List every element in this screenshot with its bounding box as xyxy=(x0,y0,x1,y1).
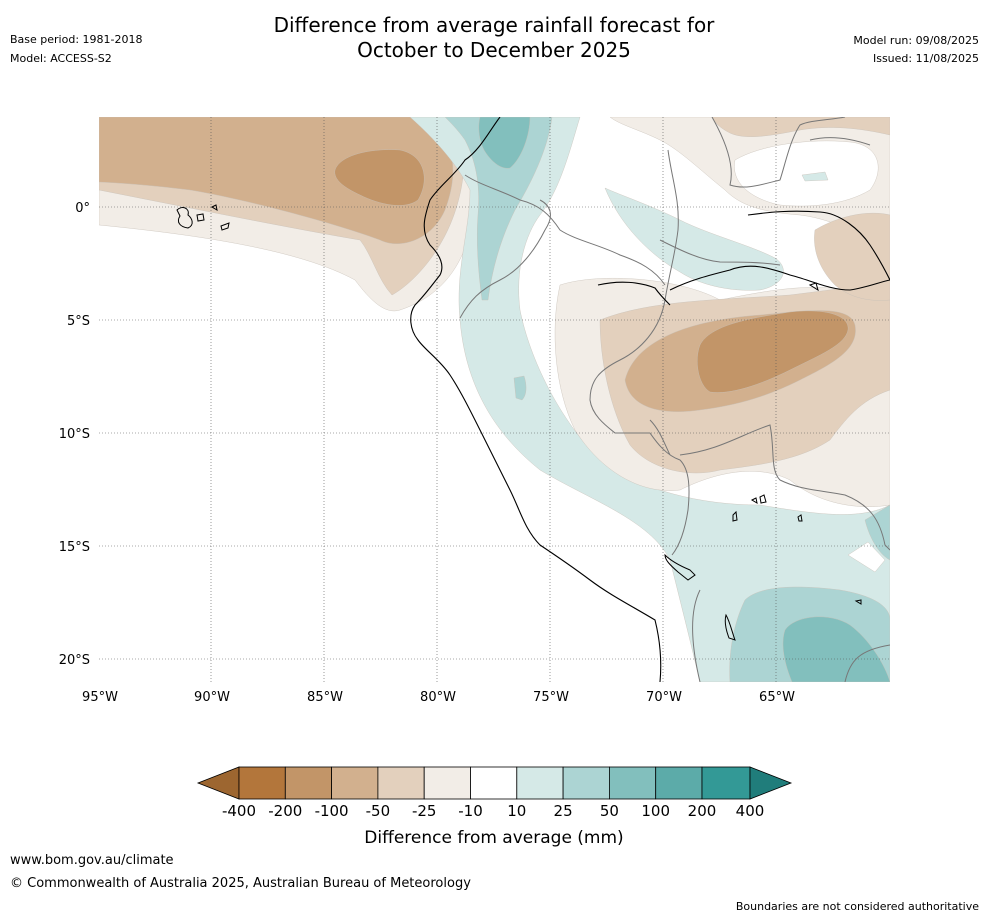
dry-contour-m25-east xyxy=(814,212,890,301)
dry-contour-m50-north xyxy=(99,117,454,244)
wet-blob-ne xyxy=(801,171,829,182)
lat-label: 10°S xyxy=(59,427,90,442)
base-period-label: Base period: 1981-2018 xyxy=(10,33,143,46)
lon-label: 75°W xyxy=(533,690,569,705)
lat-label: 20°S xyxy=(59,653,90,668)
dry-contour-m25-ne xyxy=(711,117,890,137)
white-hole-south xyxy=(847,541,886,573)
colorbar-extend-high xyxy=(749,766,793,800)
longitude-labels: 95°W 90°W 85°W 80°W 75°W 70°W 65°W xyxy=(82,690,795,705)
dry-contour-m100-amazon xyxy=(697,310,849,393)
white-hole-ne xyxy=(734,140,879,207)
lon-label: 65°W xyxy=(759,690,795,705)
colorbar-label: 200 xyxy=(688,802,717,820)
lon-label: 95°W xyxy=(82,690,118,705)
colorbar-swatch xyxy=(701,766,751,800)
lon-label: 70°W xyxy=(646,690,682,705)
lat-label: 5°S xyxy=(67,314,90,329)
colorbar-labels: -400 -200 -100 -50 -25 -10 10 25 50 100 … xyxy=(222,802,764,820)
latitude-labels: 0° 5°S 10°S 15°S 20°S xyxy=(59,201,90,668)
model-run-label: Model run: 09/08/2025 xyxy=(853,34,979,47)
colorbar-label: 50 xyxy=(600,802,619,820)
map-title-line1: Difference from average rainfall forecas… xyxy=(273,13,715,37)
disclaimer-label: Boundaries are not considered authoritat… xyxy=(735,900,979,913)
colorbar-swatch xyxy=(470,766,518,800)
wet-contour-10-north-brazil xyxy=(604,187,784,291)
wet-blob-peru xyxy=(513,375,527,401)
lon-label: 85°W xyxy=(307,690,343,705)
colorbar-swatch xyxy=(609,766,657,800)
colorbar-swatch xyxy=(284,766,332,800)
colorbar-label: 400 xyxy=(736,802,765,820)
colorbar-label: -25 xyxy=(412,802,437,820)
wet-contour-10-andes xyxy=(409,117,890,682)
lat-label: 15°S xyxy=(59,540,90,555)
map-title-line2: October to December 2025 xyxy=(357,38,631,62)
islands-and-lakes xyxy=(176,204,862,641)
copyright-label: © Commonwealth of Australia 2025, Austra… xyxy=(10,876,471,891)
website-label: www.bom.gov.au/climate xyxy=(10,853,174,868)
map-area xyxy=(99,117,890,682)
wet-contour-25-east-edge xyxy=(864,504,890,561)
model-label: Model: ACCESS-S2 xyxy=(10,52,112,65)
colorbar-swatch xyxy=(331,766,379,800)
colorbar-label: -400 xyxy=(222,802,256,820)
lon-label: 80°W xyxy=(420,690,456,705)
colorbar-swatch xyxy=(655,766,703,800)
lat-label: 0° xyxy=(75,201,90,216)
colorbar-label: -200 xyxy=(268,802,302,820)
colorbar-label: 10 xyxy=(507,802,526,820)
colorbar-swatch xyxy=(377,766,425,800)
map-title: Difference from average rainfall forecas… xyxy=(0,13,988,63)
colorbar-label: 25 xyxy=(554,802,573,820)
colorbar-extend-low xyxy=(196,766,240,800)
colorbar-label: -10 xyxy=(458,802,483,820)
issued-label: Issued: 11/08/2025 xyxy=(872,52,979,65)
colorbar xyxy=(196,766,793,800)
colorbar-label: -50 xyxy=(366,802,391,820)
wet-contour-50-south xyxy=(782,616,890,682)
country-borders xyxy=(459,117,890,682)
lon-label: 90°W xyxy=(194,690,230,705)
colorbar-swatch xyxy=(516,766,564,800)
colorbar-swatch xyxy=(562,766,610,800)
colorbar-swatch xyxy=(238,766,286,800)
colorbar-swatch xyxy=(423,766,471,800)
map-gridlines xyxy=(99,117,890,682)
dry-contour-m100-north xyxy=(334,149,425,206)
colorbar-label: 100 xyxy=(641,802,670,820)
colorbar-label: -100 xyxy=(315,802,349,820)
coastlines xyxy=(410,117,890,682)
wet-contour-25-andes xyxy=(444,117,553,301)
colorbar-title: Difference from average (mm) xyxy=(364,828,623,848)
